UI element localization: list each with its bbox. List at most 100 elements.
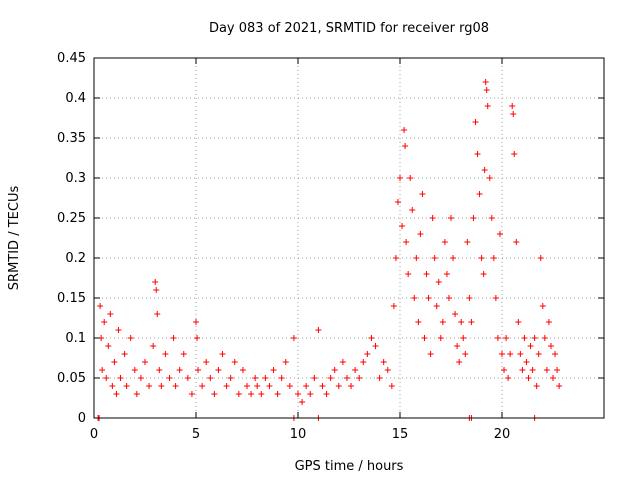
data-point xyxy=(407,175,414,181)
data-point xyxy=(392,255,399,261)
data-point xyxy=(423,271,430,277)
data-point xyxy=(299,399,306,405)
data-point xyxy=(397,175,403,181)
data-point xyxy=(170,335,177,341)
data-point xyxy=(483,87,490,93)
data-point xyxy=(162,351,169,357)
data-point xyxy=(376,375,383,381)
data-point xyxy=(315,327,322,333)
data-point xyxy=(231,359,238,365)
data-point xyxy=(184,375,191,381)
data-point xyxy=(403,239,410,245)
data-point xyxy=(180,351,187,357)
data-point xyxy=(425,295,432,301)
data-point xyxy=(399,223,406,229)
data-point xyxy=(195,367,202,373)
data-point xyxy=(448,215,454,221)
data-point xyxy=(435,279,442,285)
data-point xyxy=(433,303,440,309)
data-point xyxy=(510,111,517,117)
data-point xyxy=(127,335,134,341)
x-tick-label: 0 xyxy=(90,427,98,442)
data-point xyxy=(499,351,505,357)
data-point xyxy=(121,351,128,357)
data-point xyxy=(452,311,459,317)
data-point xyxy=(501,367,508,373)
data-point xyxy=(409,207,416,213)
plot-frame xyxy=(93,57,605,419)
data-point xyxy=(539,303,546,309)
data-point xyxy=(511,151,518,157)
data-point xyxy=(117,375,124,381)
data-point xyxy=(519,367,526,373)
data-point xyxy=(468,319,475,325)
data-point xyxy=(153,287,160,293)
data-point xyxy=(490,255,497,261)
data-point xyxy=(356,375,363,381)
data-point xyxy=(211,391,218,397)
grid xyxy=(94,58,604,418)
data-point xyxy=(290,335,297,341)
data-point xyxy=(113,391,120,397)
data-point xyxy=(402,143,409,149)
data-point xyxy=(537,255,544,261)
y-tick-label: 0.1 xyxy=(65,331,86,346)
data-point xyxy=(462,351,469,357)
data-point xyxy=(199,383,206,389)
data-point xyxy=(421,335,428,341)
data-point xyxy=(547,343,554,349)
data-point xyxy=(152,279,159,285)
data-point xyxy=(482,79,489,85)
data-point xyxy=(458,319,465,325)
data-point xyxy=(254,383,261,389)
data-point xyxy=(401,127,408,133)
data-point xyxy=(515,319,522,325)
data-point xyxy=(150,343,157,349)
y-tick-label: 0 xyxy=(78,411,86,426)
data-point xyxy=(339,359,346,365)
data-points xyxy=(95,79,563,421)
data-point xyxy=(550,375,556,381)
data-point xyxy=(101,319,108,325)
data-point xyxy=(343,375,350,381)
data-point xyxy=(531,335,538,341)
data-point xyxy=(464,239,471,245)
data-point xyxy=(507,351,514,357)
data-point xyxy=(172,383,179,389)
axes: 0 0.05 0.1 0.15 0.2 0.25 0.3 0.35 0.4 0.45 0 5 10 15 2… xyxy=(57,51,605,442)
data-point xyxy=(509,103,516,109)
data-point xyxy=(445,295,452,301)
data-point xyxy=(194,335,201,341)
data-point xyxy=(282,359,289,365)
data-point xyxy=(492,295,499,301)
data-point xyxy=(258,391,265,397)
data-point xyxy=(295,391,301,397)
data-point xyxy=(131,367,138,373)
data-point xyxy=(207,375,214,381)
data-point xyxy=(111,359,118,365)
data-point xyxy=(166,375,173,381)
data-point xyxy=(541,335,548,341)
data-point xyxy=(488,215,495,221)
data-point xyxy=(478,255,485,261)
data-point xyxy=(137,375,144,381)
data-point xyxy=(368,335,375,341)
data-point xyxy=(527,343,534,349)
data-point xyxy=(450,255,457,261)
data-point xyxy=(470,215,477,221)
data-point xyxy=(454,343,461,349)
data-point xyxy=(239,367,246,373)
x-tick-label: 20 xyxy=(494,427,511,442)
data-point xyxy=(390,303,397,309)
data-point xyxy=(517,351,524,357)
data-point xyxy=(360,359,367,365)
data-point xyxy=(223,383,230,389)
data-point xyxy=(252,375,259,381)
data-point xyxy=(158,383,165,389)
data-point xyxy=(496,231,503,237)
data-point xyxy=(266,383,273,389)
data-point xyxy=(235,391,242,397)
data-point xyxy=(156,367,163,373)
data-point xyxy=(476,191,483,197)
data-point xyxy=(525,375,532,381)
